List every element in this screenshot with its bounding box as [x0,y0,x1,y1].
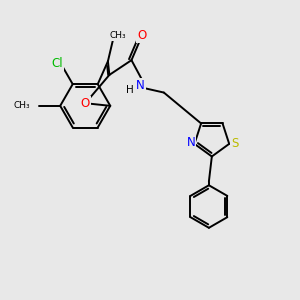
Text: O: O [137,28,146,42]
Text: N: N [136,79,145,92]
Text: CH₃: CH₃ [14,101,30,110]
Text: N: N [187,136,195,149]
Text: H: H [126,85,134,94]
Text: S: S [231,137,239,150]
Text: Cl: Cl [51,57,63,70]
Text: O: O [81,97,90,110]
Text: CH₃: CH₃ [110,31,126,40]
